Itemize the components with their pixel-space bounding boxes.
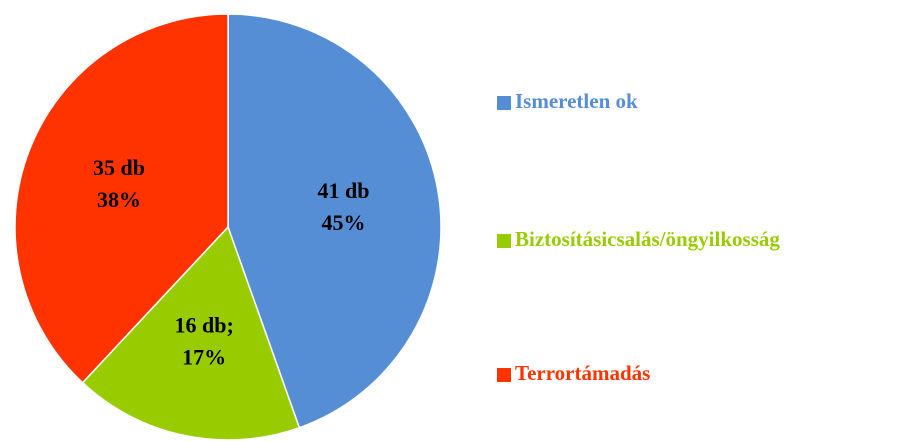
pie-slice (14, 13, 229, 384)
legend-label: Terrortámadás (515, 361, 650, 385)
slice-label: 41 db (317, 178, 369, 203)
legend-swatch (497, 96, 511, 110)
legend-label: Biztosításicsalás/öngyilkosság (515, 227, 780, 251)
legend-label: Ismeretlen ok (515, 89, 638, 113)
slice-percent: 17% (182, 345, 226, 370)
slice-label: 35 db (93, 155, 145, 180)
slice-label: 16 db; (175, 313, 234, 338)
legend-swatch (497, 234, 511, 248)
slice-percent: 45% (321, 210, 365, 235)
slice-percent: 38% (97, 187, 141, 212)
pie-slice (81, 225, 301, 441)
pie-slice (227, 13, 442, 429)
legend-swatch (497, 368, 511, 382)
